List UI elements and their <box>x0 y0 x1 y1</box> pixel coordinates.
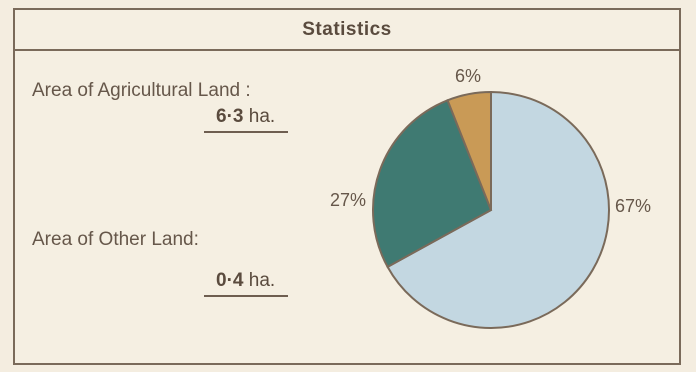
agricultural-land-underline <box>204 131 288 133</box>
pie-label-remaining: 6% <box>455 66 481 86</box>
agricultural-land-unit: ha. <box>248 106 276 127</box>
pie-slice-other-land <box>372 98 493 269</box>
pie-label-other-land: 27% <box>330 190 366 210</box>
pie-slice-agricultural <box>386 90 610 329</box>
panel-title: Statistics <box>302 18 392 40</box>
pie-label-agricultural: 67% <box>615 196 651 216</box>
other-land-unit: ha. <box>248 270 276 291</box>
pie-slice-remaining <box>446 90 492 211</box>
other-land-underline <box>204 295 288 297</box>
other-land-label: Area of Other Land: <box>32 229 199 250</box>
other-land-value: 0·4 ha. <box>216 270 275 292</box>
agricultural-land-number: 6·3 <box>216 106 244 127</box>
agricultural-land-value: 6·3 ha. <box>216 106 275 128</box>
other-land-number: 0·4 <box>216 270 244 291</box>
agricultural-land-label: Area of Agricultural Land : <box>32 80 251 101</box>
panel-header: Statistics <box>15 10 679 51</box>
